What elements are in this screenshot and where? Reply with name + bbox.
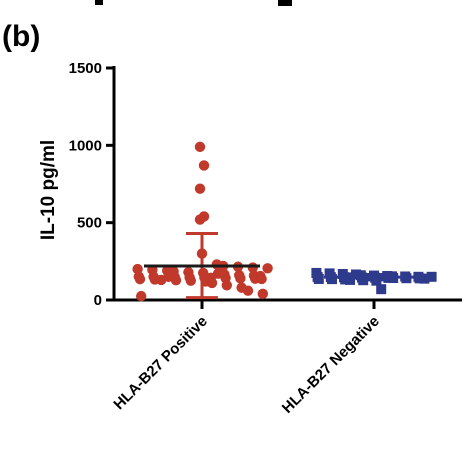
- data-point-positive: [136, 290, 147, 302]
- y-tick-label: 1000: [69, 137, 102, 154]
- y-tick-label: 1500: [69, 60, 102, 77]
- cropped-header-fragments: [95, 0, 292, 6]
- y-tick-label: 0: [94, 292, 102, 309]
- data-point-positive: [185, 275, 196, 286]
- data-point-positive: [257, 288, 268, 300]
- data-point-positive: [221, 280, 232, 291]
- data-point-positive: [194, 183, 206, 194]
- axes: [112, 66, 462, 302]
- data-point-negative: [426, 271, 437, 282]
- data-point-positive: [134, 273, 146, 285]
- error-bars: [144, 231, 424, 300]
- x-ticks: HLA-B27 Positive HLA-B27 Negative: [110, 300, 383, 417]
- data-point-positive: [194, 141, 206, 153]
- data-point-negative: [376, 284, 387, 295]
- data-point-positive: [198, 160, 210, 171]
- data-point-positive: [156, 274, 167, 286]
- x-category-label: HLA-B27 Positive: [110, 313, 210, 413]
- y-axis-label: IL-10 pg/ml: [38, 140, 59, 240]
- data-point-negative: [419, 273, 430, 284]
- y-ticks: 0 500 1000 1500: [69, 60, 114, 309]
- data-point-negative: [327, 274, 337, 285]
- cropped-glyph-left: [95, 0, 103, 5]
- data-point-positive: [262, 263, 273, 274]
- data-point-negative: [345, 274, 355, 285]
- data-point-negative: [313, 273, 324, 284]
- x-category-label: HLA-B27 Negative: [279, 313, 383, 417]
- y-tick-label: 500: [77, 215, 102, 232]
- data-point-positive: [206, 277, 218, 289]
- data-point-positive: [194, 214, 206, 225]
- data-point-positive: [170, 275, 182, 286]
- data-point-positive: [242, 285, 254, 296]
- data-point-positive: [256, 273, 267, 285]
- panel-label: (b): [2, 20, 40, 53]
- cropped-glyph-right: [278, 0, 292, 6]
- data-point-positive: [235, 273, 246, 284]
